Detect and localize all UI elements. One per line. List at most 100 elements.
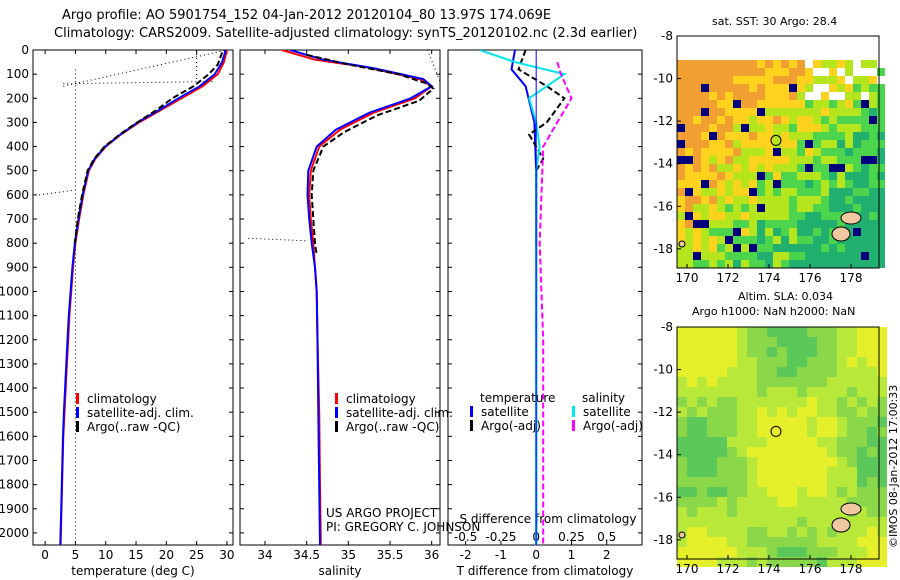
map-cell [737,437,747,447]
map-cell [847,477,857,487]
map-cell [877,337,887,347]
map-cell [773,164,781,172]
map-cell [777,427,787,437]
series-line [510,50,538,545]
map-cell [807,537,817,547]
map-cell [827,377,837,387]
map-cell [805,196,813,204]
map-cell [853,236,861,244]
map-cell [717,60,725,68]
map-cell [693,236,701,244]
series-group-3 [479,50,573,545]
map-cell [687,427,697,437]
map-cell [847,487,857,497]
map-cell [789,228,797,236]
map-cell [781,252,789,260]
map-cell [817,537,827,547]
map-cell [757,260,765,268]
map-cell [777,467,787,477]
map-cell [789,68,797,76]
map-cell [767,447,777,457]
map-cell [817,347,827,357]
map-cell [789,180,797,188]
map-cell [757,417,767,427]
map-cell [807,527,817,537]
map-cell [845,236,853,244]
map-cell [701,228,709,236]
map-cell [797,327,807,337]
map-cell [737,367,747,377]
map-cell [741,244,749,252]
map-cell [765,60,773,68]
map-cell [773,220,781,228]
map-cell [747,347,757,357]
x-tick-label: 34 [257,548,272,562]
map-cell [733,164,741,172]
map-cell [685,148,693,156]
map-cell [813,124,821,132]
map-cell [787,497,797,507]
map-cell [717,557,727,567]
map-cell [765,220,773,228]
map-cell [677,228,685,236]
map-cell [837,477,847,487]
x-tick-label: 1 [568,548,576,562]
map-cell [757,132,765,140]
map-cell [861,236,869,244]
map-cell [807,357,817,367]
map-cell [837,457,847,467]
range-line [38,189,76,196]
y-tick-label: 500 [6,164,29,178]
map-cell [845,124,853,132]
map-cell [697,467,707,477]
map-cell [861,212,869,220]
map-x-tick-label: 178 [840,562,863,576]
map-cell [789,148,797,156]
map-cell [797,244,805,252]
map-cell [817,457,827,467]
map-cell [677,507,687,517]
map-y-tick-label: -16 [653,490,673,504]
map-cell [717,447,727,457]
map-cell [693,108,701,116]
map-cell [757,337,767,347]
map-cell [741,124,749,132]
map-cell [777,487,787,497]
map-cell [821,116,829,124]
map-cell [797,357,807,367]
map-cell [813,180,821,188]
map-cell [707,457,717,467]
map-cell [717,487,727,497]
map-cell [767,507,777,517]
map-cell [757,196,765,204]
map-cell [727,397,737,407]
map-cell [789,100,797,108]
map-cell [837,397,847,407]
map-cell [737,557,747,567]
map-cell [861,156,869,164]
map-cell [707,347,717,357]
map-cell [869,124,877,132]
map-cell [817,337,827,347]
map-cell [845,156,853,164]
map-cell [677,164,685,172]
map-cell [757,228,765,236]
map-cell [757,527,767,537]
map-cell [773,172,781,180]
map-cell [767,487,777,497]
map-cell [869,60,877,68]
map-cell [853,172,861,180]
map-cell [877,477,887,487]
map-cell [693,228,701,236]
map-cell [837,467,847,477]
map-cell [781,244,789,252]
map-y-tick-label: -10 [653,72,673,86]
map-cell [829,156,837,164]
map-cell [807,397,817,407]
map-cell [747,357,757,367]
map-cell [821,244,829,252]
map-cell [757,487,767,497]
map-cell [867,407,877,417]
map-cell [837,260,845,268]
map-cell [693,220,701,228]
